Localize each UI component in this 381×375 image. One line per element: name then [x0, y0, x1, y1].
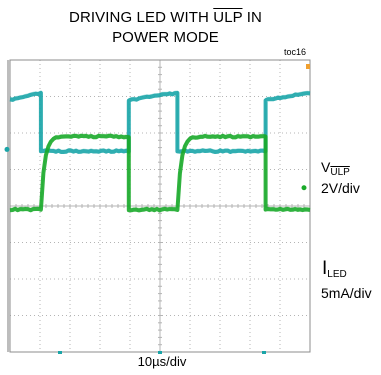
bottom-edge-marker	[58, 351, 62, 354]
chart-title-line1: DRIVING LED WITH ULP IN	[0, 8, 331, 27]
title-overline-text: ULP	[213, 9, 243, 26]
left-bezel	[7, 60, 10, 352]
trace-v-ulp	[9, 90, 311, 154]
title-part2: IN	[242, 9, 262, 26]
trace-noise-band	[9, 90, 311, 151]
vulp-scale: 2V/div	[321, 180, 360, 196]
bottom-edge-marker	[262, 351, 266, 354]
vulp-label-sub: ULP	[330, 167, 350, 178]
iled-label: ILED	[322, 258, 347, 280]
bottom-edge-marker	[158, 351, 162, 354]
title-part1: DRIVING LED WITH	[69, 9, 214, 26]
trigger-marker-top-right	[306, 64, 310, 69]
iled-label-sub: LED	[327, 269, 347, 280]
x-scale-label: 10µs/div	[137, 354, 187, 369]
channel2-level-marker	[301, 185, 307, 191]
vulp-label: VULP	[321, 159, 350, 178]
trace-noise-band	[9, 133, 311, 209]
trace-i-led	[9, 133, 311, 213]
iled-scale: 5mA/div	[321, 285, 372, 301]
figure-id: toc16	[284, 47, 307, 57]
channel1-ground-marker	[4, 146, 10, 152]
chart-title-line2: POWER MODE	[112, 29, 219, 46]
iled-label-prefix: I	[322, 258, 328, 279]
vulp-label-prefix: V	[321, 159, 331, 175]
